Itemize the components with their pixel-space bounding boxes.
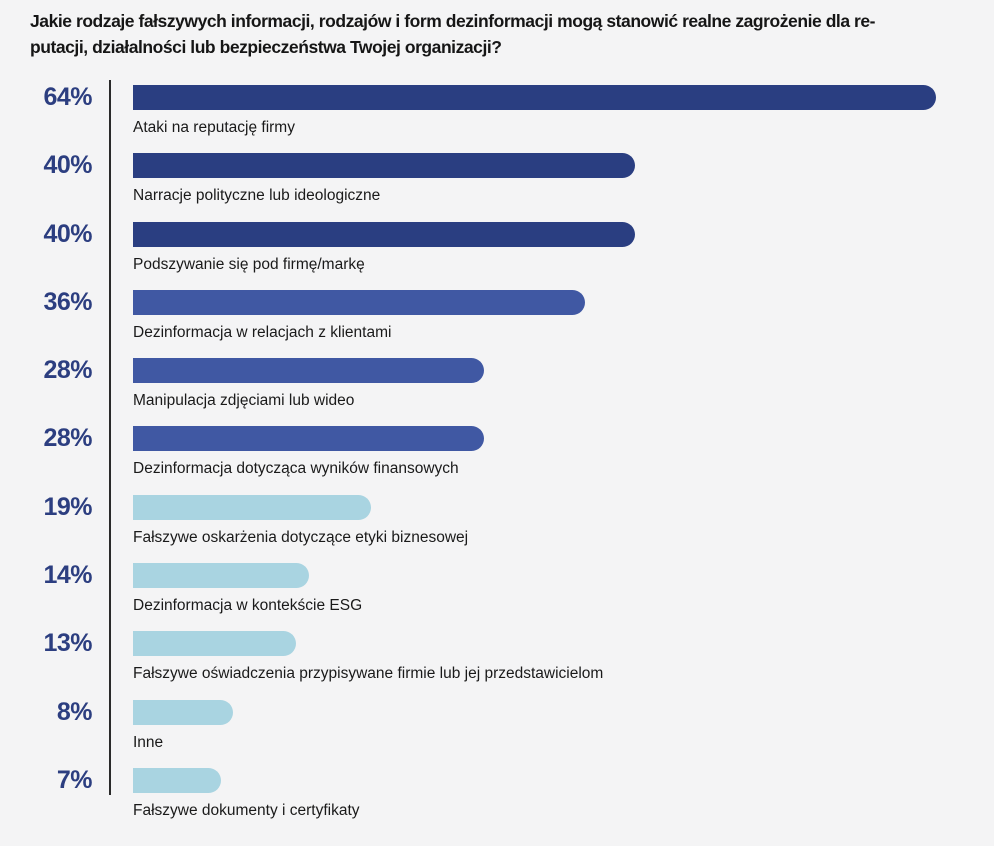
bar-row: 28% Dezinformacja dotycząca wyników fina… (0, 426, 994, 494)
bar-chart: 64% Ataki na reputację firmy 40% Narracj… (0, 80, 994, 836)
bar-content: Dezinformacja w kontekście ESG (133, 563, 362, 615)
bar-row: 7% Fałszywe dokumenty i certyfikaty (0, 765, 994, 836)
bar-value-label: 7% (56, 765, 93, 794)
bar-content: Fałszywe oświadczenia przypisywane firmi… (133, 631, 603, 683)
bar-content: Manipulacja zdjęciami lub wideo (133, 358, 485, 410)
bar-row: 40% Podszywanie się pod firmę/markę (0, 219, 994, 290)
bar-category-label: Dezinformacja dotycząca wyników finansow… (133, 460, 459, 478)
bar (133, 358, 485, 384)
bar-row: 8% Inne (0, 697, 994, 768)
chart-title-line-1: Jakie rodzaje fałszywych informacji, rod… (30, 11, 876, 31)
bar (133, 494, 372, 520)
bar-content: Inne (133, 699, 234, 752)
bar (133, 153, 635, 179)
bar-content: Fałszywe oskarżenia dotyczące etyki bizn… (133, 494, 469, 547)
bar-value-label: 40% (43, 219, 92, 248)
bar-content: Dezinformacja w relacjach z klientami (133, 289, 585, 342)
bar-content: Dezinformacja dotycząca wyników finansow… (133, 426, 485, 478)
bar-value-label: 8% (56, 697, 93, 726)
bar (133, 289, 585, 315)
bar-row: 13% Fałszywe oświadczenia przypisywane f… (0, 631, 994, 699)
bar (133, 426, 485, 452)
bar-value-label: 28% (43, 356, 92, 385)
bar-row: 40% Narracje polityczne lub ideologiczne (0, 153, 994, 221)
chart-title-line-2: putacji, działalności lub bezpieczeństwa… (30, 37, 502, 57)
bar-value-label: 13% (43, 629, 92, 658)
bar-row: 64% Ataki na reputację firmy (0, 85, 994, 153)
bar (133, 767, 221, 793)
bar-category-label: Fałszywe oświadczenia przypisywane firmi… (133, 665, 604, 683)
bar-content: Fałszywe dokumenty i certyfikaty (133, 767, 360, 820)
bar-row: 28% Manipulacja zdjęciami lub wideo (0, 358, 994, 426)
bar-row: 14% Dezinformacja w kontekście ESG (0, 563, 994, 631)
bar-category-label: Inne (133, 733, 164, 751)
bar-category-label: Narracje polityczne lub ideologiczne (133, 187, 381, 205)
bar-value-label: 14% (43, 561, 92, 590)
bar-content: Ataki na reputację firmy (133, 85, 937, 137)
bar-category-label: Fałszywe oskarżenia dotyczące etyki bizn… (133, 528, 469, 546)
axis-line (109, 80, 111, 795)
bar-value-label: 19% (43, 492, 92, 521)
bar (133, 221, 635, 247)
bar-row: 36% Dezinformacja w relacjach z klientam… (0, 287, 994, 358)
bar (133, 699, 234, 725)
chart-title: Jakie rodzaje fałszywych informacji, rod… (30, 8, 876, 60)
bar-category-label: Manipulacja zdjęciami lub wideo (133, 392, 355, 410)
bar-rows: 64% Ataki na reputację firmy 40% Narracj… (0, 85, 994, 836)
bar-value-label: 40% (43, 151, 92, 180)
bar (133, 563, 309, 589)
bar-row: 19% Fałszywe oskarżenia dotyczące etyki … (0, 492, 994, 563)
bar-value-label: 36% (43, 287, 92, 316)
bar (133, 85, 937, 110)
bar (133, 631, 297, 657)
bar-category-label: Fałszywe dokumenty i certyfikaty (133, 801, 360, 819)
bar-content: Podszywanie się pod firmę/markę (133, 221, 635, 274)
bar-value-label: 64% (43, 83, 92, 111)
bar-category-label: Ataki na reputację firmy (133, 119, 295, 136)
bar-value-label: 28% (43, 424, 92, 453)
bar-category-label: Podszywanie się pod firmę/markę (133, 255, 365, 273)
bar-category-label: Dezinformacja w kontekście ESG (133, 597, 363, 615)
bar-category-label: Dezinformacja w relacjach z klientami (133, 323, 392, 341)
bar-content: Narracje polityczne lub ideologiczne (133, 153, 635, 205)
